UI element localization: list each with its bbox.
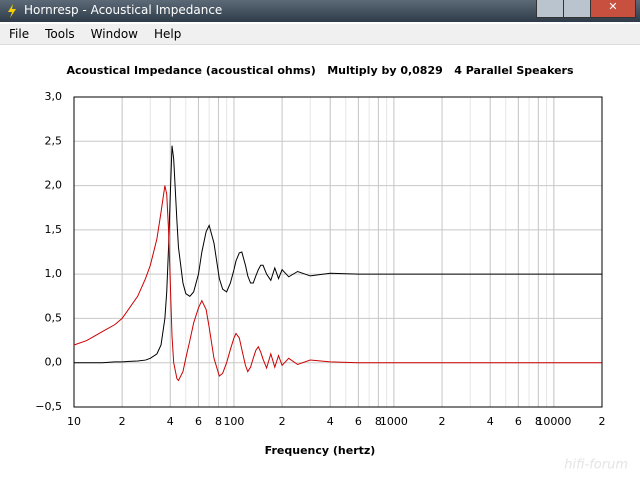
chart: Acoustical Impedance (acoustical ohms) M… xyxy=(35,64,628,473)
x-tick-label: 2 xyxy=(279,415,286,428)
series-line xyxy=(73,185,602,382)
minimize-button[interactable] xyxy=(536,0,564,18)
x-axis-label: Frequency (hertz) xyxy=(265,444,376,457)
y-tick-label: 3,0 xyxy=(45,90,63,103)
close-button[interactable]: ✕ xyxy=(590,0,636,18)
menu-item[interactable]: Window xyxy=(90,27,138,41)
y-tick-label: −0,5 xyxy=(35,400,62,413)
x-tick-label: 8 xyxy=(375,415,382,428)
x-tick-label: 100 xyxy=(223,415,244,428)
window-title: Hornresp - Acoustical Impedance xyxy=(24,3,223,17)
y-tick-label: 1,5 xyxy=(45,223,63,236)
x-tick-label: 10000 xyxy=(536,415,571,428)
x-tick-label: 2 xyxy=(439,415,446,428)
x-tick-label: 4 xyxy=(327,415,334,428)
x-tick-label: 6 xyxy=(195,415,202,428)
x-tick-label: 1000 xyxy=(380,415,408,428)
app-icon xyxy=(8,4,16,18)
x-tick-label: 2 xyxy=(119,415,126,428)
title-bar: Hornresp - Acoustical Impedance ✕ xyxy=(0,0,640,22)
menu-bar: File Tools Window Help xyxy=(0,24,640,45)
y-tick-label: 2,5 xyxy=(45,134,63,147)
watermark: hifi-forum xyxy=(564,458,628,473)
x-tick-label: 4 xyxy=(487,415,494,428)
y-tick-label: 0,0 xyxy=(45,356,63,369)
y-tick-label: 1,0 xyxy=(45,267,63,280)
x-tick-label: 6 xyxy=(355,415,362,428)
chart-title: Acoustical Impedance (acoustical ohms) M… xyxy=(66,64,574,77)
menu-item[interactable]: Tools xyxy=(45,27,75,41)
plot-frame xyxy=(73,96,603,408)
x-tick-label: 8 xyxy=(215,415,222,428)
x-tick-label: 4 xyxy=(167,415,174,428)
series-line xyxy=(74,145,602,364)
maximize-button[interactable] xyxy=(563,0,591,18)
x-tick-label: 8 xyxy=(535,415,542,428)
y-tick-label: 2,0 xyxy=(45,179,63,192)
menu-item[interactable]: File xyxy=(9,27,30,41)
menu-item[interactable]: Help xyxy=(153,27,182,41)
x-tick-label: 10 xyxy=(67,415,81,428)
x-tick-label: 2 xyxy=(599,415,606,428)
y-tick-label: 0,5 xyxy=(45,311,63,324)
x-tick-label: 6 xyxy=(515,415,522,428)
